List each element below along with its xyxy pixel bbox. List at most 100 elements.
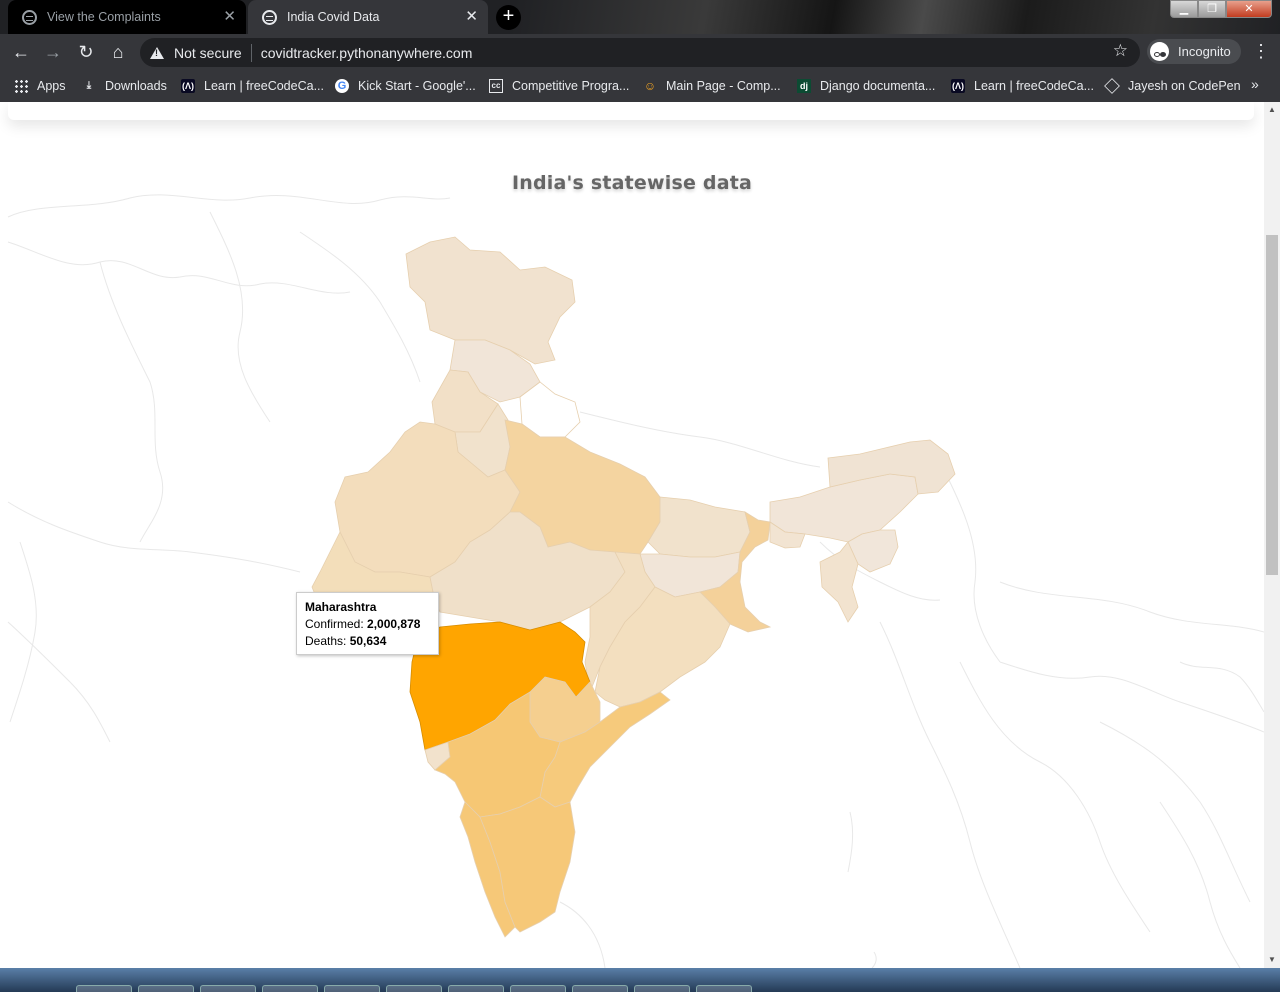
window-close-icon[interactable]: ✕ — [1226, 0, 1272, 18]
border-line — [7, 194, 451, 218]
tooltip-deaths-label: Deaths: — [305, 634, 347, 648]
freecodecamp-icon: (Λ) — [951, 79, 965, 93]
border-line — [7, 241, 351, 294]
bookmark-label: Learn | freeCodeCa... — [204, 79, 324, 93]
bookmark-codepen[interactable]: Jayesh on CodePen — [1104, 76, 1241, 96]
bookmark-django[interactable]: dj Django documenta... — [797, 76, 935, 96]
bookmark-kick-start[interactable]: G Kick Start - Google'... — [335, 76, 476, 96]
tooltip-state-name: Maharashtra — [305, 600, 377, 614]
incognito-badge[interactable]: Incognito — [1147, 39, 1241, 64]
back-arrow-icon[interactable]: ← — [12, 42, 30, 62]
bookmark-main-page[interactable]: ☺ Main Page - Comp... — [643, 76, 781, 96]
border-line — [1099, 721, 1251, 903]
border-line — [579, 411, 821, 468]
download-icon: ⤓ — [86, 80, 92, 91]
kebab-menu-icon[interactable]: ⋮ — [1252, 41, 1270, 61]
address-bar[interactable]: Not secure covidtracker.pythonanywhere.c… — [140, 38, 1140, 67]
india-map — [7, 194, 1264, 968]
state-tamil-nadu[interactable] — [479, 796, 576, 933]
os-taskbar — [0, 968, 1280, 992]
globe-icon — [22, 9, 37, 25]
codepen-icon — [1104, 78, 1120, 94]
taskbar-item[interactable] — [448, 985, 504, 992]
taskbar-item[interactable] — [696, 985, 752, 992]
border-line — [959, 661, 1151, 933]
bookmark-star-icon[interactable]: ☆ — [1112, 41, 1128, 60]
scroll-up-icon[interactable]: ▲ — [1268, 105, 1276, 114]
bookmark-label: Jayesh on CodePen — [1128, 79, 1241, 93]
taskbar-item[interactable] — [510, 985, 566, 992]
browser-toolbar: ← → ↻ ⌂ Not secure covidtracker.pythonan… — [0, 34, 1280, 70]
border-line — [999, 661, 1264, 733]
border-line — [939, 461, 1001, 663]
tab-india-covid-data[interactable]: India Covid Data ✕ — [248, 0, 488, 34]
state-arunachal-pradesh[interactable] — [827, 439, 956, 495]
bookmark-label: Main Page - Comp... — [666, 79, 781, 93]
warning-icon[interactable] — [150, 46, 164, 59]
taskbar-item[interactable] — [634, 985, 690, 992]
tab-view-complaints[interactable]: View the Complaints ✕ — [8, 0, 246, 34]
close-icon[interactable]: ✕ — [223, 8, 236, 25]
taskbar-item[interactable] — [324, 985, 380, 992]
tooltip-confirmed-row: Confirmed: 2,000,878 — [305, 616, 430, 633]
codechef-cc-icon: cc — [489, 79, 503, 93]
state-manipur[interactable] — [847, 529, 899, 573]
border-line — [209, 211, 271, 423]
security-label[interactable]: Not secure — [174, 44, 242, 61]
bookmark-freecodecamp-1[interactable]: (Λ) Learn | freeCodeCa... — [181, 76, 324, 96]
bookmark-downloads[interactable]: ⤓ Downloads — [82, 76, 167, 96]
tab-title: View the Complaints — [47, 10, 161, 24]
maximize-icon[interactable]: ❐ — [1198, 0, 1226, 18]
border-line — [847, 811, 854, 873]
page-scrollbar[interactable]: ▲ ▼ — [1264, 102, 1280, 968]
taskbar-item[interactable] — [262, 985, 318, 992]
bookmark-competitive-programming[interactable]: cc Competitive Progra... — [489, 76, 629, 96]
border-line — [7, 501, 301, 573]
tab-strip: View the Complaints ✕ India Covid Data ✕… — [0, 0, 1280, 34]
tooltip-deaths-row: Deaths: 50,634 — [305, 633, 430, 650]
bookmark-apps[interactable]: Apps — [14, 76, 66, 96]
forward-arrow-icon[interactable]: → — [44, 42, 62, 62]
globe-icon — [262, 9, 277, 25]
url-text[interactable]: covidtracker.pythonanywhere.com — [260, 44, 473, 61]
border-line — [299, 231, 421, 383]
border-line — [7, 621, 111, 743]
django-icon: dj — [797, 79, 811, 93]
bookmark-label: Kick Start - Google'... — [358, 79, 476, 93]
border-line — [559, 901, 606, 968]
tooltip-confirmed-value: 2,000,878 — [367, 617, 421, 631]
scrollbar-thumb[interactable] — [1266, 235, 1278, 575]
state-jammu-kashmir[interactable] — [405, 236, 576, 365]
chef-icon: ☺ — [643, 79, 657, 93]
taskbar-item[interactable] — [200, 985, 256, 992]
border-line — [871, 951, 877, 968]
divider — [250, 43, 252, 62]
taskbar-item[interactable] — [572, 985, 628, 992]
state-tripura-mizoram[interactable] — [819, 541, 859, 623]
reload-icon[interactable]: ↻ — [78, 42, 94, 62]
world-borders — [7, 194, 1264, 968]
border-line — [1179, 661, 1264, 713]
state-meghalaya[interactable] — [769, 521, 806, 549]
taskbar-item[interactable] — [76, 985, 132, 992]
border-line — [9, 541, 37, 723]
freecodecamp-icon: (Λ) — [181, 79, 195, 93]
bookmark-label: Downloads — [105, 79, 167, 93]
bookmark-freecodecamp-2[interactable]: (Λ) Learn | freeCodeCa... — [951, 76, 1094, 96]
taskbar-item[interactable] — [386, 985, 442, 992]
taskbar-item[interactable] — [138, 985, 194, 992]
state-bihar[interactable] — [647, 496, 751, 558]
map-tooltip: Maharashtra Confirmed: 2,000,878 Deaths:… — [296, 592, 439, 655]
border-line — [999, 581, 1264, 633]
state-assam[interactable] — [769, 473, 919, 543]
new-tab-button[interactable]: + — [496, 5, 521, 30]
state-west-bengal[interactable] — [699, 511, 772, 633]
close-icon[interactable]: ✕ — [465, 8, 478, 25]
home-icon[interactable]: ⌂ — [112, 42, 124, 62]
india-states — [311, 236, 956, 938]
scroll-down-icon[interactable]: ▼ — [1268, 955, 1276, 964]
tooltip-deaths-value: 50,634 — [349, 634, 387, 648]
border-line — [879, 621, 1021, 968]
minimize-icon[interactable]: ▁ — [1170, 0, 1198, 18]
bookmarks-overflow-icon[interactable]: » — [1251, 76, 1259, 92]
